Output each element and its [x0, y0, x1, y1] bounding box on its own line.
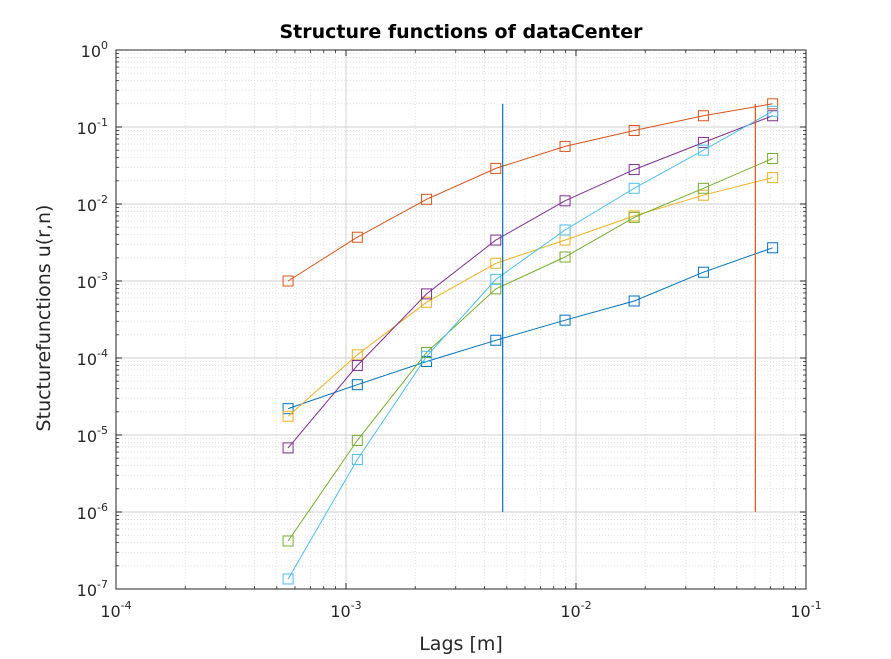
series-line	[287, 110, 773, 580]
x-tick-label: 10-4	[100, 599, 131, 621]
y-tick-label: 10-5	[77, 424, 108, 446]
data-point-marker	[351, 349, 363, 361]
data-point-marker	[697, 189, 709, 201]
data-point-marker	[282, 403, 294, 415]
data-point-marker	[767, 105, 779, 117]
series-line	[287, 158, 773, 542]
data-point-marker	[282, 410, 294, 422]
data-point-marker	[767, 242, 779, 254]
series-3	[282, 172, 779, 422]
data-point-marker	[697, 110, 709, 122]
data-point-marker	[767, 98, 779, 110]
data-point-marker	[697, 182, 709, 194]
data-point-marker	[490, 162, 502, 174]
series-layer	[282, 98, 779, 585]
minor-grid	[116, 50, 806, 589]
series-line	[287, 247, 773, 410]
data-point-marker	[628, 164, 640, 176]
data-point-marker	[767, 172, 779, 184]
series-6	[282, 105, 779, 585]
data-point-marker	[628, 182, 640, 194]
y-tick-label: 10-2	[77, 193, 108, 215]
series-5	[282, 152, 779, 547]
x-tick-label: 10-1	[790, 599, 821, 621]
y-tick-labels: 10-7 10-6 10-5 10-4 10-3 10-2 10-1 100	[77, 39, 108, 600]
data-point-marker	[767, 152, 779, 164]
y-tick-label: 10-1	[77, 116, 108, 138]
data-point-marker	[490, 273, 502, 285]
data-point-marker	[490, 257, 502, 269]
data-point-marker	[559, 195, 571, 207]
data-point-marker	[628, 295, 640, 307]
y-tick-label: 100	[81, 39, 108, 61]
series-line	[287, 115, 773, 449]
data-point-marker	[421, 350, 433, 362]
data-point-marker	[282, 442, 294, 454]
chart-title: Structure functions of dataCenter	[279, 21, 643, 43]
series-4	[282, 110, 779, 454]
series-2	[282, 98, 779, 287]
y-tick-label: 10-3	[77, 270, 108, 292]
data-point-marker	[421, 193, 433, 205]
data-point-marker	[351, 434, 363, 446]
data-point-marker	[559, 140, 571, 152]
data-point-marker	[628, 125, 640, 137]
x-tick-labels: 10-4 10-3 10-2 10-1	[100, 599, 821, 621]
data-point-marker	[559, 251, 571, 263]
data-point-marker	[697, 136, 709, 148]
x-tick-label: 10-2	[560, 599, 591, 621]
x-tick-label: 10-3	[330, 599, 361, 621]
data-point-marker	[351, 379, 363, 391]
vertical-lines	[502, 103, 756, 512]
data-point-marker	[282, 573, 294, 585]
data-point-marker	[351, 454, 363, 466]
y-axis-label: Stucturefunctions u(r,n)	[33, 205, 55, 432]
data-point-marker	[490, 234, 502, 246]
data-point-marker	[282, 535, 294, 547]
series-line	[287, 103, 773, 282]
data-point-marker	[351, 359, 363, 371]
x-axis-label: Lags [m]	[419, 633, 503, 655]
data-point-marker	[421, 288, 433, 300]
data-point-marker	[628, 211, 640, 223]
data-point-marker	[559, 314, 571, 326]
data-point-marker	[421, 296, 433, 308]
data-point-marker	[559, 224, 571, 236]
y-tick-label: 10-4	[77, 347, 108, 369]
data-point-marker	[282, 275, 294, 287]
data-point-marker	[697, 266, 709, 278]
tick-marks	[115, 49, 807, 590]
data-point-marker	[697, 144, 709, 156]
series-line	[287, 177, 773, 417]
plot-area	[116, 50, 806, 589]
y-tick-label: 10-6	[77, 501, 108, 523]
data-point-marker	[490, 334, 502, 346]
data-point-marker	[351, 231, 363, 243]
axes-box	[115, 49, 807, 590]
y-tick-label: 10-7	[77, 578, 108, 600]
